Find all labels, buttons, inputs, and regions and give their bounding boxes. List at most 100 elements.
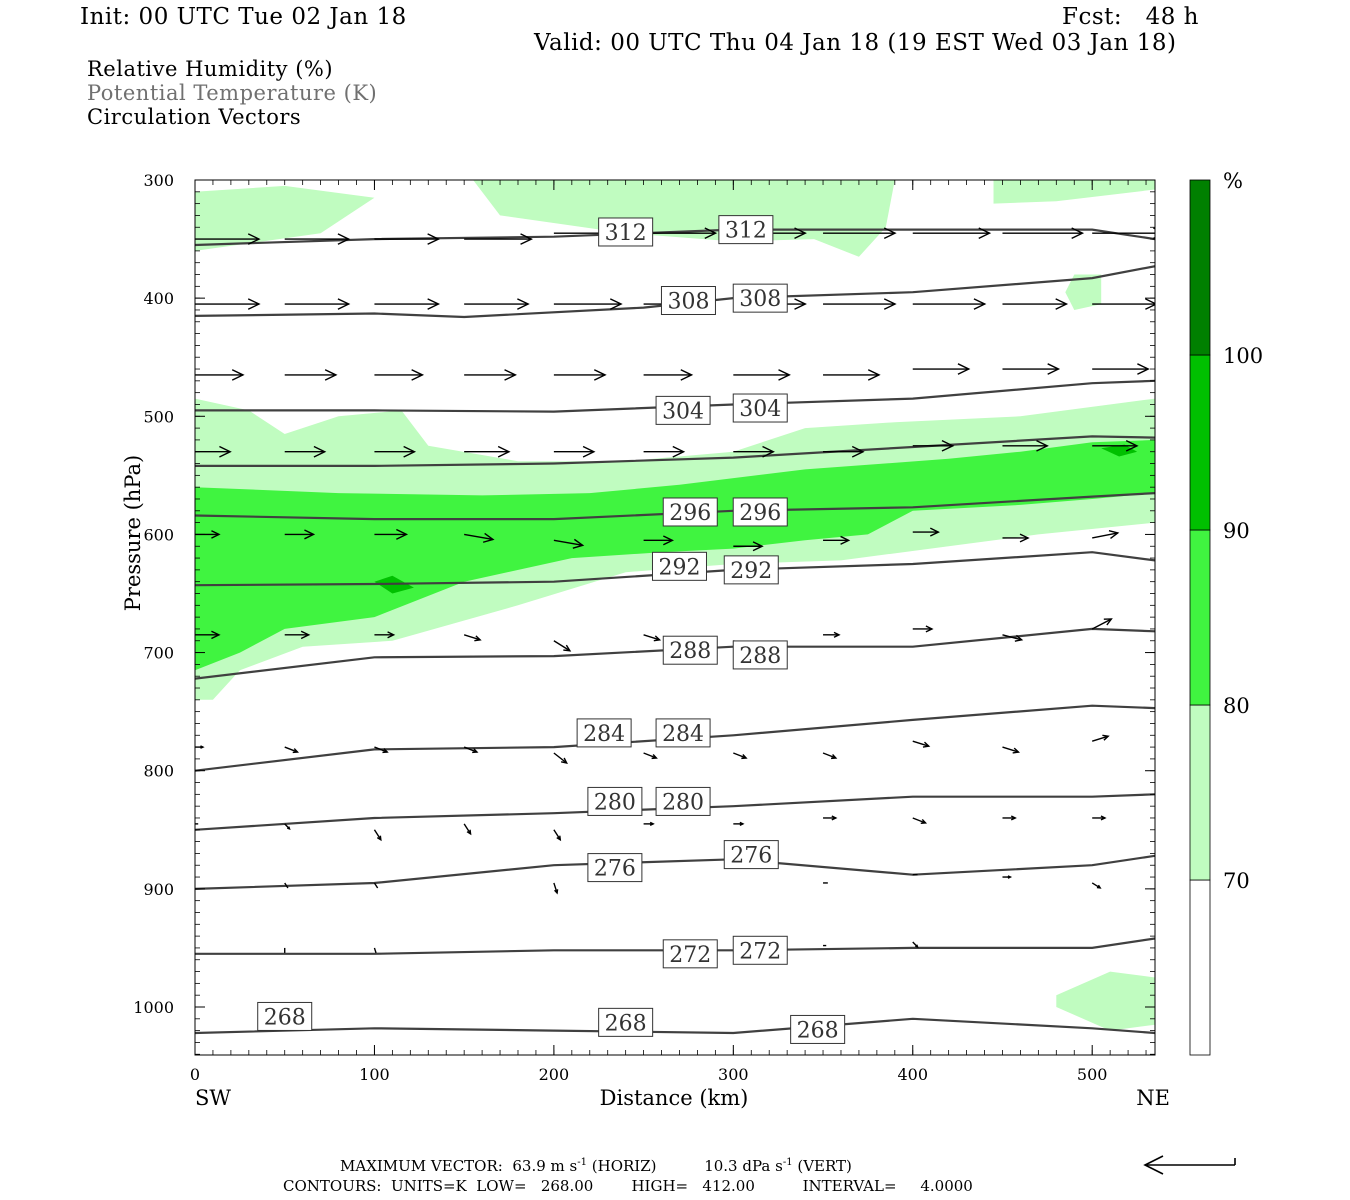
circulation-vector [912,740,931,748]
horiz-tag: (HORIZ) [591,1157,657,1175]
rh-area-70-80 [993,180,1155,204]
theta-label: 268 [790,1014,846,1044]
svg-text:292: 292 [730,559,772,584]
theta-labels: 312 312 308 308 304 304 296 296 292 292 288 288 284 2… [257,215,846,1044]
x-tick-label: 100 [359,1065,390,1084]
circulation-vector [284,882,289,889]
sw-label: SW [195,1086,231,1110]
svg-text:296: 296 [739,501,781,526]
circulation-vector [553,298,623,310]
circulation-vector [284,746,300,754]
circulation-vector [284,529,316,540]
circulation-vector [374,233,441,245]
theta-label: 304 [732,393,788,423]
legend-theta: Potential Temperature (K) [87,81,378,105]
colorbar-segment [1189,179,1211,356]
circulation-vector [643,821,655,826]
circulation-vector [553,882,559,895]
init-time: Init: 00 UTC Tue 02 Jan 18 [80,4,407,30]
circulation-vector [463,634,482,642]
circulation-vector [912,941,919,949]
circulation-vector [823,815,838,821]
x-tick-label: 300 [718,1065,749,1084]
circulation-vector [463,746,479,754]
circulation-vector [284,445,327,458]
axes: 0 100 200 300 400 500 300 400 500 600 700 800 900 100… [133,171,1155,1084]
theta-contour-312 [195,228,1155,247]
svg-text:312: 312 [725,219,767,244]
svg-text:308: 308 [739,287,781,312]
theta-label: 280 [587,786,643,816]
circulation-vector [284,369,338,381]
rh-area-70-80 [1056,971,1155,1031]
rh-area-80-90 [195,439,1155,671]
theta-label: 296 [662,497,718,527]
theta-label: 272 [662,939,718,969]
colorbar-label: 100 [1223,344,1263,368]
theta-label: 304 [655,395,711,425]
max-horiz-unit-exp: -1 [577,1157,587,1168]
theta-label: 292 [651,551,707,581]
svg-text:304: 304 [739,397,781,422]
theta-label: 308 [660,286,716,316]
theta-label: 284 [655,718,711,748]
circulation-vector [1002,363,1061,375]
circulation-vector [912,817,928,825]
theta-label: 272 [732,935,788,965]
circulation-vector [823,227,897,240]
rh-area-70-80 [473,180,895,257]
circulation-vector [373,829,382,842]
svg-text:312: 312 [605,221,647,246]
circulation-vector [643,445,686,458]
x-tick-label: 500 [1077,1065,1108,1084]
circulation-vector [1091,734,1110,742]
circulation-vector [1092,529,1120,540]
theta-label: 276 [723,840,779,870]
circulation-vector [195,369,245,381]
theta-label: 268 [257,1001,313,1031]
circulation-vector [195,445,232,458]
ne-label: NE [1136,1086,1170,1110]
rh-area-70-80 [195,185,375,251]
svg-text:284: 284 [583,722,625,747]
circulation-vector [733,369,791,381]
circulation-vector [912,227,992,240]
svg-text:276: 276 [730,844,772,869]
svg-text:308: 308 [667,290,709,315]
rh-area-70-80 [1065,274,1102,310]
forecast-hour: Fcst: 48 h [1062,4,1199,30]
circulation-vector [643,535,675,546]
y-tick-label: 900 [143,880,174,899]
circulation-vector [912,363,971,375]
circulation-vector [1091,882,1102,889]
circulation-vector [195,298,261,310]
svg-text:268: 268 [605,1011,647,1036]
theta-label: 308 [732,283,788,313]
y-tick-label: 1000 [133,998,174,1017]
circulation-vector [1002,634,1024,642]
circulation-vector [374,746,389,754]
theta-label: 312 [598,217,654,247]
y-tick-label: 800 [143,762,174,781]
circulation-vector [1002,227,1085,240]
y-axis-label: Pressure (hPa) [121,455,145,611]
y-tick-label: 500 [143,407,174,426]
reference-vector-arrow [1143,1155,1236,1175]
circulation-vector [553,445,596,458]
circulation-vector [284,298,351,310]
x-tick-label: 200 [539,1065,570,1084]
svg-text:296: 296 [669,501,711,526]
circulation-vector [374,298,441,310]
circulation-vector [553,640,572,652]
circulation-vector [464,532,495,543]
x-tick-label: 0 [190,1065,200,1084]
svg-text:288: 288 [739,644,781,669]
circulation-vector [195,233,261,245]
colorbar-segment [1189,529,1211,706]
colorbar-segment [1189,704,1211,881]
theta-contour-280 [195,793,1155,831]
max-vector-prefix: MAXIMUM VECTOR: [340,1157,503,1175]
circulation-vector [284,823,291,831]
theta-label: 292 [723,555,779,585]
circulation-vector [553,538,585,549]
